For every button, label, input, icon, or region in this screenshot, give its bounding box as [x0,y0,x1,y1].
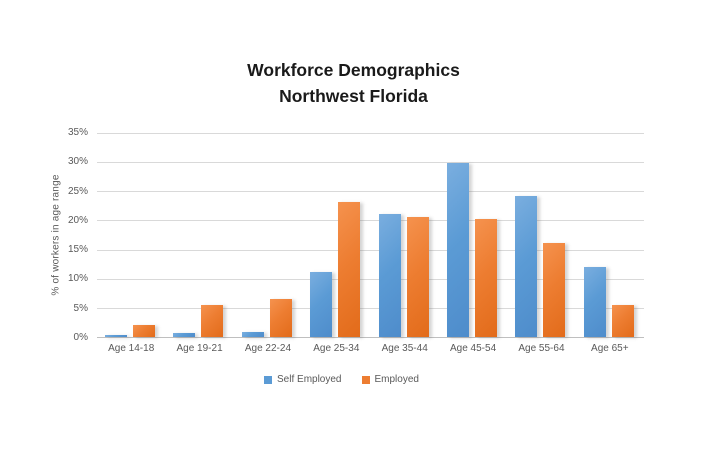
y-tick-label-35pct: 35% [67,127,88,138]
bar-self-employed-age-19-21 [173,332,196,337]
bar-employed-age-55-64 [543,243,566,337]
gridline-25pct [97,191,644,193]
plot-area [97,132,644,338]
y-tick-label-0pct: 0% [73,332,88,343]
y-tick-label-30pct: 30% [67,156,88,168]
bar-employed-age-35-44 [406,216,429,337]
x-tick-label-age-25-34: Age 25-34 [313,343,360,354]
bar-employed-age-25-34 [338,202,361,337]
gridline-15pct [97,249,644,251]
x-axis-line [97,337,644,338]
x-tick-label-age-19-21: Age 19-21 [176,343,223,354]
legend-swatch-self-employed [264,375,273,384]
gridline-35pct [97,132,644,134]
bar-self-employed-age-14-18 [105,334,127,337]
gridline-30pct [97,161,644,163]
legend-item-self-employed: Self Employed [264,374,342,385]
x-tick-label-age-22-24: Age 22-24 [244,343,292,354]
y-tick-label-25pct: 25% [67,185,88,197]
x-tick-label-age-65: Age 65+ [591,343,629,354]
bar-employed-age-65 [611,305,634,337]
y-tick-label-10pct: 10% [67,273,88,285]
bar-self-employed-age-35-44 [378,214,401,337]
chart-title-line-2: Northwest Florida [279,86,428,106]
bar-employed-age-19-21 [201,304,224,337]
gridline-5pct [97,308,644,310]
bar-employed-age-45-54 [474,218,497,337]
y-axis-ticks: 0% 5% 10% 15% 20% 25% 30% 35% [40,127,88,343]
bar-self-employed-age-65 [583,266,606,337]
gridline-20pct [97,220,644,222]
x-axis-labels: Age 14-18 Age 19-21 Age 22-24 Age 25-34 Age … [97,343,644,357]
bar-self-employed-age-55-64 [515,196,538,337]
bar-self-employed-age-45-54 [446,163,469,337]
legend-label-self-employed: Self Employed [277,374,342,385]
bar-self-employed-age-25-34 [310,272,333,337]
x-tick-label-age-45-54: Age 45-54 [449,343,497,354]
bar-employed-age-22-24 [269,298,292,337]
legend-label-employed: Employed [374,374,419,385]
legend: Self Employed Employed [0,374,695,385]
bar-self-employed-age-22-24 [241,331,264,337]
legend-swatch-employed [361,375,370,384]
chart-title-line-1: Workforce Demographics [247,60,460,80]
gridline-10pct [97,278,644,280]
x-tick-label-age-55-64: Age 55-64 [518,343,565,354]
y-tick-label-15pct: 15% [67,244,88,256]
y-tick-label-20pct: 20% [67,214,88,226]
chart-title: Workforce Demographics Northwest Florida [0,57,707,109]
x-tick-label-age-35-44: Age 35-44 [381,343,428,354]
y-tick-label-5pct: 5% [73,302,88,314]
bar-employed-age-14-18 [133,324,155,337]
legend-item-employed: Employed [361,374,419,385]
x-tick-label-age-14-18: Age 14-18 [108,343,155,354]
